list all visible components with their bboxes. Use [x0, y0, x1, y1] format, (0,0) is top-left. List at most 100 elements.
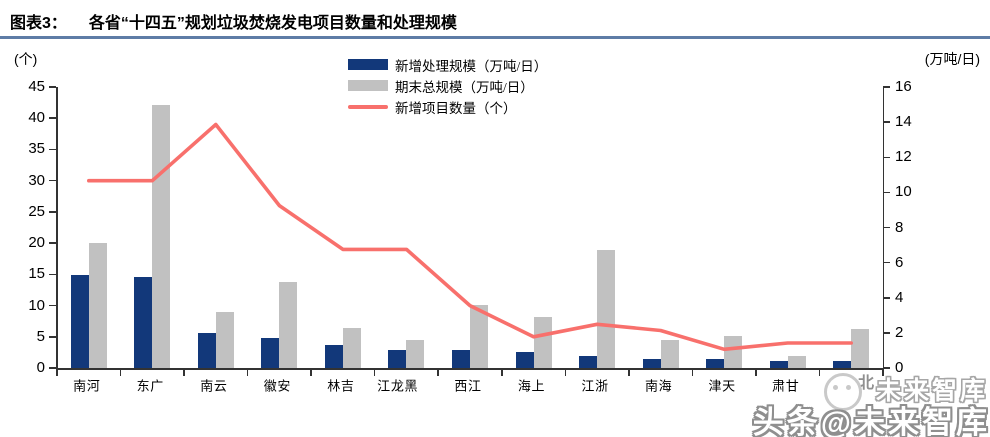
bar-new-capacity [70, 274, 89, 368]
y-axis-tick-label-right: 8 [895, 218, 904, 236]
y-axis-tick-label-right: 16 [895, 78, 912, 95]
y-axis-tick [883, 261, 890, 264]
x-axis-category-label: 甘肃 [770, 379, 799, 393]
bar-total-capacity [533, 317, 552, 368]
right-axis-unit-label: (万吨/日) [924, 51, 980, 67]
y-axis-tick [49, 211, 56, 213]
y-axis-tick [883, 86, 890, 88]
chart-number-label: 图表3： [10, 15, 67, 32]
legend-item-new-capacity: 新增处理规模（万吨/日） [348, 57, 547, 74]
y-axis-tick-label-right: 4 [895, 288, 904, 306]
y-axis-tick [883, 367, 890, 369]
bar-new-capacity [642, 359, 661, 368]
x-axis-tick [628, 370, 630, 376]
legend-label: 新增项目数量（个） [395, 100, 517, 116]
watermark-small: 北 未来智库 [823, 371, 988, 411]
y-axis-tick-label-left: 0 [36, 359, 45, 376]
y-axis-tick-label-left: 45 [28, 78, 45, 95]
legend-item-total-capacity: 期末总规模（万吨/日） [348, 78, 547, 95]
north-mark: 北 [857, 375, 874, 392]
x-axis-category-label: 吉林 [325, 379, 354, 393]
x-axis-tick [818, 370, 821, 376]
x-axis-tick [373, 370, 376, 376]
x-axis-tick [691, 370, 694, 376]
x-axis-category-label: 黑龙江 [375, 379, 418, 393]
x-axis-tick [246, 370, 249, 376]
y-axis-tick-label-right: 0 [895, 359, 904, 376]
y-axis-tick [49, 304, 56, 307]
watermark-brand-small: 未来智库 [875, 377, 988, 405]
title-divider [0, 36, 990, 39]
y-axis-tick-label-left: 25 [28, 202, 45, 220]
y-axis-tick-label-left: 10 [28, 296, 45, 314]
y-axis-tick [49, 117, 56, 119]
compass-logo-icon [823, 373, 862, 411]
x-axis-category-label: 江西 [452, 379, 481, 393]
y-axis-tick [49, 242, 56, 244]
y-axis-tick-label-right: 14 [895, 113, 912, 131]
new-projects-swatch-icon [348, 104, 388, 109]
y-axis-tick-label-left: 15 [28, 265, 45, 283]
y-axis-tick [883, 297, 890, 299]
left-axis-unit-label: (个) [14, 51, 38, 67]
watermark-brand-big: 头条@未来智库 [752, 405, 990, 437]
bar-total-capacity [406, 339, 425, 368]
y-axis-right-line [882, 87, 884, 370]
x-axis-category-label: 海南 [642, 379, 672, 393]
y-axis-tick [883, 191, 890, 194]
x-axis-tick [183, 370, 185, 376]
y-axis-tick-label-left: 35 [28, 140, 45, 158]
x-axis-category-label: 浙江 [579, 379, 609, 393]
bar-total-capacity [597, 250, 616, 368]
bar-new-capacity [833, 360, 852, 368]
bar-new-capacity [579, 355, 598, 368]
plot-area: 45 40 35 30 25 20 15 10 5 0 16 14 12 10 8 6 4 2 0 河南 广东 云南 安徽吉… [28, 78, 911, 393]
total-capacity-swatch-icon [348, 80, 388, 91]
y-axis-tick-label-left: 40 [28, 109, 45, 127]
x-axis-line [56, 368, 884, 370]
y-axis-tick-label-right: 2 [895, 323, 904, 341]
x-axis-tick [310, 370, 312, 376]
bar-new-capacity [261, 338, 280, 368]
y-axis-tick-label-right: 6 [895, 253, 904, 271]
new-capacity-swatch-icon [348, 59, 388, 70]
bar-new-capacity [134, 276, 153, 368]
new-projects-line [86, 122, 854, 352]
bar-new-capacity [769, 360, 788, 368]
chart-title-row: 图表3： 各省“十四五”规划垃圾焚烧发电项目数量和处理规模 [10, 9, 457, 33]
x-axis-tick [564, 370, 567, 376]
bar-total-capacity [787, 355, 806, 368]
bar-total-capacity [279, 281, 298, 368]
bar-total-capacity [342, 327, 361, 368]
bar-new-capacity [452, 350, 470, 368]
x-axis-category-label: 上海 [515, 379, 545, 393]
legend-item-new-projects: 新增项目数量（个） [348, 99, 547, 116]
x-axis-category-label: 安徽 [261, 379, 291, 393]
bar-total-capacity [215, 311, 234, 368]
x-axis-tick [755, 370, 757, 376]
bar-total-capacity [88, 243, 107, 368]
bar-new-capacity [197, 332, 216, 368]
x-axis-category-label: 云南 [198, 379, 227, 393]
y-axis-tick-label-left: 20 [28, 234, 45, 252]
y-axis-tick-label-left: 5 [36, 327, 45, 345]
y-axis-tick [883, 121, 890, 123]
y-axis-tick [49, 179, 56, 182]
y-axis-tick-label-right: 10 [895, 183, 912, 201]
bar-new-capacity [324, 345, 343, 368]
y-axis-tick [49, 273, 56, 276]
y-axis-tick [883, 332, 890, 334]
bar-new-capacity [388, 350, 407, 368]
bar-total-capacity [851, 329, 870, 368]
y-axis-left-line [56, 87, 58, 370]
legend: 新增处理规模（万吨/日） 期末总规模（万吨/日） 新增项目数量（个） [348, 57, 547, 116]
bar-total-capacity [660, 339, 679, 368]
y-axis-tick [49, 86, 56, 88]
x-axis-category-label: 河南 [71, 379, 100, 393]
x-axis-tick [437, 370, 439, 376]
x-axis-tick [882, 370, 884, 376]
y-axis-tick [883, 156, 890, 158]
legend-label: 期末总规模（万吨/日） [395, 79, 534, 95]
bar-new-capacity [706, 359, 725, 368]
x-axis-tick [119, 370, 122, 376]
